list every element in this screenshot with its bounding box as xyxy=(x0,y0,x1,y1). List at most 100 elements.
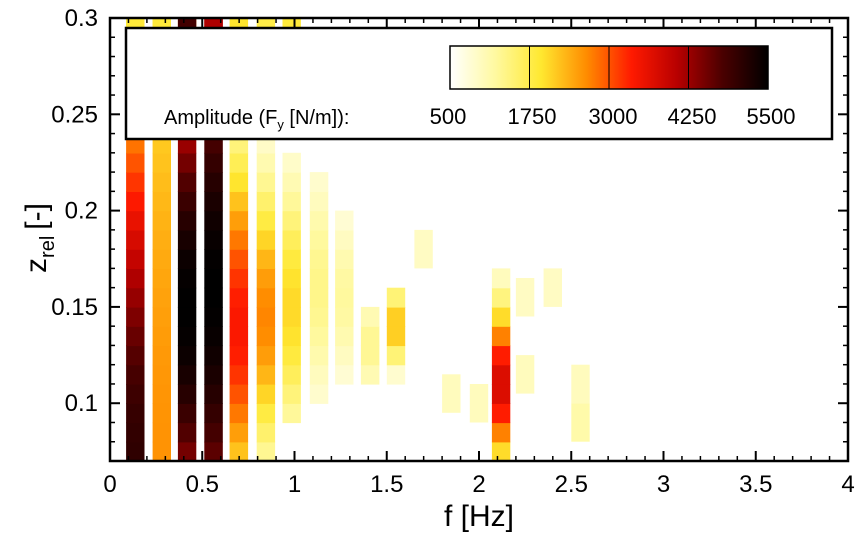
heatmap-cell xyxy=(491,364,511,385)
heatmap-cell xyxy=(256,229,276,250)
heatmap-cell xyxy=(126,422,145,443)
x-tick-label: 1.5 xyxy=(370,471,403,498)
heatmap-cell xyxy=(152,364,171,385)
heatmap-cell xyxy=(229,306,249,327)
heatmap-cell xyxy=(491,345,511,366)
heatmap-cell xyxy=(204,403,223,424)
heatmap-cell xyxy=(152,326,171,347)
y-axis-ticks: 0.1 0.15 0.2 0.25 0.3 xyxy=(51,5,848,443)
heatmap-cell xyxy=(515,355,535,394)
heatmap-cell xyxy=(126,287,145,308)
heatmap-cell xyxy=(282,384,301,404)
colorbar-tick-label: 500 xyxy=(430,104,467,129)
heatmap-cell xyxy=(309,364,329,385)
colorbar-tick-label: 5500 xyxy=(747,104,796,129)
heatmap-cell xyxy=(229,229,249,250)
heatmap-cell xyxy=(386,306,406,327)
heatmap-cell xyxy=(282,152,301,173)
x-tick-label: 4 xyxy=(841,471,854,498)
heatmap-cell xyxy=(256,191,276,212)
heatmap-cell xyxy=(204,191,223,212)
heatmap-cell xyxy=(256,152,276,173)
colorbar-tick-label: 3000 xyxy=(589,104,638,129)
heatmap-cell xyxy=(360,306,380,327)
heatmap-cell xyxy=(177,152,197,173)
y-axis-label: zrel [-] xyxy=(20,203,59,273)
x-tick-label: 2 xyxy=(472,471,485,498)
heatmap-cell xyxy=(229,345,249,366)
heatmap-cell xyxy=(229,249,249,269)
heatmap-cell xyxy=(126,326,145,347)
heatmap-cell xyxy=(309,306,329,327)
heatmap-cell xyxy=(282,249,301,269)
heatmap-cell xyxy=(229,210,249,231)
heatmap-cell xyxy=(177,345,197,366)
heatmap-cell xyxy=(256,384,276,404)
heatmap-cell xyxy=(177,268,197,289)
colorbar-label: Amplitude (Fy [N/m]): xyxy=(164,107,349,132)
heatmap-cell xyxy=(204,249,223,269)
heatmap-cell xyxy=(309,384,329,404)
heatmap-cell xyxy=(335,364,354,385)
heatmap-cell xyxy=(204,326,223,347)
colorbar-tick-label: 4250 xyxy=(668,104,717,129)
heatmap-cell xyxy=(204,422,223,443)
heatmap-cell xyxy=(229,326,249,347)
heatmap-cell xyxy=(204,287,223,308)
heatmap-cell xyxy=(177,364,197,385)
heatmap-cell xyxy=(256,422,276,443)
y-axis-label-unit: [-] xyxy=(20,203,53,230)
heatmap-cell xyxy=(126,229,145,250)
heatmap-cell xyxy=(152,306,171,327)
heatmap-cell xyxy=(515,278,535,317)
heatmap-cell xyxy=(177,210,197,231)
heatmap-cell xyxy=(414,229,433,269)
heatmap-cell xyxy=(335,229,354,250)
heatmap-cell xyxy=(360,364,380,385)
heatmap-cell xyxy=(126,172,145,192)
heatmap-cell xyxy=(386,287,406,308)
heatmap-cell xyxy=(335,249,354,269)
heatmap-cell xyxy=(152,152,171,173)
heatmap-cell xyxy=(204,441,223,462)
heatmap-cell xyxy=(335,210,354,231)
heatmap-cell xyxy=(204,345,223,366)
heatmap-cell xyxy=(126,306,145,327)
heatmap-cell xyxy=(335,268,354,289)
y-tick-label: 0.2 xyxy=(65,198,98,225)
heatmap-cell xyxy=(335,326,354,347)
heatmap-cell xyxy=(335,306,354,327)
heatmap-cell xyxy=(309,210,329,231)
heatmap-cell xyxy=(360,345,380,366)
y-tick-label: 0.25 xyxy=(51,101,98,128)
heatmap-cell xyxy=(152,268,171,289)
heatmap-cell xyxy=(229,422,249,443)
heatmap-cell xyxy=(152,422,171,443)
heatmap-cell xyxy=(491,384,511,404)
heatmap-cell xyxy=(204,152,223,173)
heatmap-cell xyxy=(282,306,301,327)
x-tick-label: 1 xyxy=(288,471,301,498)
heatmap-cell xyxy=(126,345,145,366)
heatmap-cell xyxy=(309,287,329,308)
heatmap-cell xyxy=(204,229,223,250)
heatmap-cell xyxy=(204,306,223,327)
heatmap-cell xyxy=(152,384,171,404)
heatmap-cell xyxy=(491,326,511,347)
heatmap-cell xyxy=(152,229,171,250)
heatmap-cell xyxy=(256,364,276,385)
heatmap-cell xyxy=(309,191,329,212)
heatmap-cell xyxy=(309,229,329,250)
heatmap-cell xyxy=(229,441,249,462)
heatmap-cell xyxy=(126,249,145,269)
heatmap-cell xyxy=(309,268,329,289)
heatmap-cell xyxy=(571,364,590,404)
heatmap-cell xyxy=(335,345,354,366)
heatmap-cell xyxy=(152,191,171,212)
heatmap-cell xyxy=(256,268,276,289)
heatmap-cell xyxy=(256,326,276,347)
heatmap-cell xyxy=(204,364,223,385)
heatmap-cell xyxy=(256,345,276,366)
heatmap-cell xyxy=(126,384,145,404)
